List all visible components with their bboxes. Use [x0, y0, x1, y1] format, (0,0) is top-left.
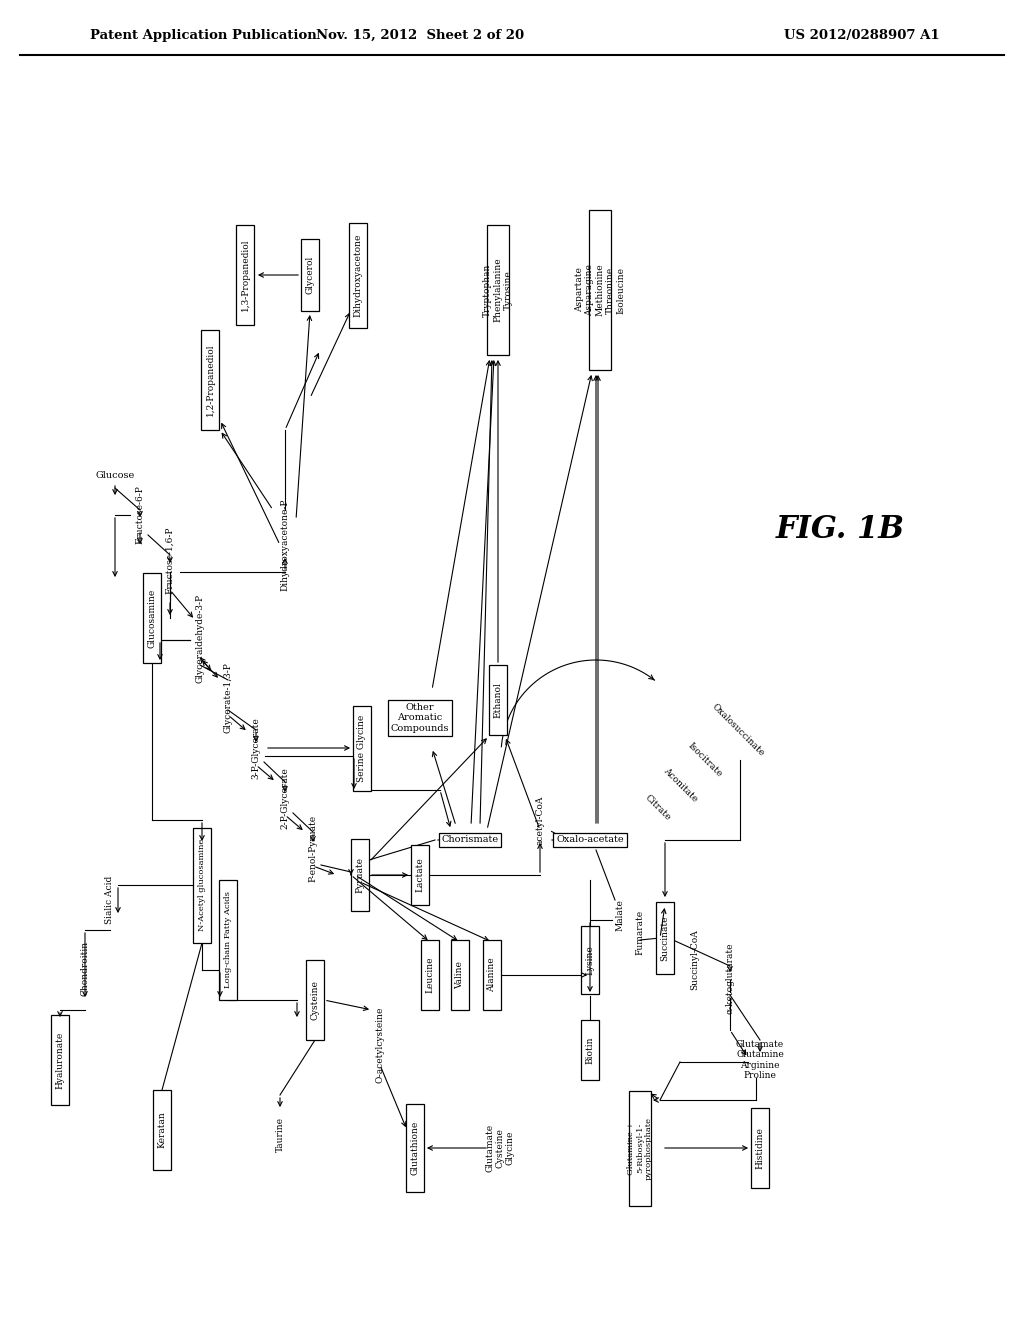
Bar [51, 1015, 69, 1105]
Text: Alanine: Alanine [487, 958, 497, 993]
Text: Chorismate: Chorismate [441, 836, 499, 845]
Text: Valine: Valine [456, 961, 465, 989]
Text: Aspartate
Asparagine
Methionine
Threonine
Isoleucine: Aspartate Asparagine Methionine Threonin… [574, 264, 626, 317]
Bar [301, 239, 319, 312]
Text: Sialic Acid: Sialic Acid [105, 876, 115, 924]
Bar [629, 1090, 651, 1205]
Bar [406, 1104, 424, 1192]
Text: Biotin: Biotin [586, 1036, 595, 1064]
Text: P-enol-Pyruate: P-enol-Pyruate [308, 814, 317, 882]
Text: 2-P-Glycerate: 2-P-Glycerate [281, 767, 290, 829]
Text: Histidine: Histidine [756, 1127, 765, 1170]
Text: Taurine: Taurine [275, 1118, 285, 1152]
Text: Aconitate: Aconitate [662, 766, 698, 804]
Text: Malate: Malate [615, 899, 625, 931]
Text: Patent Application Publication: Patent Application Publication [90, 29, 316, 41]
Text: Keratan: Keratan [158, 1111, 167, 1148]
Text: O-acetylcysteine: O-acetylcysteine [376, 1007, 384, 1084]
Bar [589, 210, 611, 370]
Text: Oxalosuccinate: Oxalosuccinate [710, 702, 766, 758]
Bar [193, 828, 211, 942]
Text: 1,3-Propanediol: 1,3-Propanediol [241, 239, 250, 312]
Text: Leucine: Leucine [426, 957, 434, 993]
Text: Glutamine +
5-Ribosyl-1-
pyrophosphate: Glutamine + 5-Ribosyl-1- pyrophosphate [627, 1117, 653, 1180]
Bar [581, 927, 599, 994]
Text: Glycerate-1,3-P: Glycerate-1,3-P [223, 663, 232, 734]
Text: FIG. 1B: FIG. 1B [775, 515, 904, 545]
Bar [581, 1020, 599, 1080]
Bar [353, 705, 371, 791]
Text: Lactate: Lactate [416, 858, 425, 892]
Text: Fructose-1,6-P: Fructose-1,6-P [166, 527, 174, 594]
Text: Dihydroxyacetone: Dihydroxyacetone [353, 234, 362, 317]
Bar [306, 960, 324, 1040]
Text: Oxalo-acetate: Oxalo-acetate [556, 836, 624, 845]
Bar [751, 1107, 769, 1188]
Bar [421, 940, 439, 1010]
Text: Ethanol: Ethanol [494, 682, 503, 718]
Text: Nov. 15, 2012  Sheet 2 of 20: Nov. 15, 2012 Sheet 2 of 20 [316, 29, 524, 41]
Text: Fructose-6-P: Fructose-6-P [135, 486, 144, 544]
Bar [451, 940, 469, 1010]
Text: 3-P-Glycerate: 3-P-Glycerate [252, 717, 260, 779]
Text: Long-chain Fatty Acids: Long-chain Fatty Acids [224, 891, 232, 989]
Bar [349, 223, 367, 327]
Bar [487, 224, 509, 355]
Text: Lysine: Lysine [586, 945, 595, 975]
Text: Glutamate
Cysteine
Glycine: Glutamate Cysteine Glycine [485, 1123, 515, 1172]
Text: Isocitrate: Isocitrate [686, 741, 724, 779]
Bar [656, 902, 674, 974]
Text: α-ketoglutarate: α-ketoglutarate [725, 942, 734, 1014]
Text: Glucosamine: Glucosamine [147, 589, 157, 648]
Text: Tryptophan
Phenylalanine
Tyrosine: Tryptophan Phenylalanine Tyrosine [483, 257, 513, 322]
Bar [219, 880, 237, 1001]
Text: Dihydroxyacetone-P: Dihydroxyacetone-P [281, 499, 290, 591]
Text: Pyruate: Pyruate [355, 857, 365, 894]
Text: Glutathione: Glutathione [411, 1121, 420, 1175]
Text: Succinyl-CoA: Succinyl-CoA [690, 929, 699, 990]
Bar [153, 1090, 171, 1170]
Text: Succinate: Succinate [660, 915, 670, 961]
Text: Citrate: Citrate [643, 793, 673, 822]
Text: Other
Aromatic
Compounds: Other Aromatic Compounds [391, 704, 450, 733]
Text: 1,2-Propanediol: 1,2-Propanediol [206, 343, 214, 416]
Text: acetyl-CoA: acetyl-CoA [536, 796, 545, 845]
Text: Glucose: Glucose [95, 470, 134, 479]
Text: Glycerol: Glycerol [305, 256, 314, 294]
Text: Glutamate
Glutamine
Arginine
Proline: Glutamate Glutamine Arginine Proline [736, 1040, 784, 1080]
Text: Hyaluronate: Hyaluronate [55, 1031, 65, 1089]
Text: Chondroitin: Chondroitin [81, 940, 89, 995]
Text: Fumarate: Fumarate [636, 909, 644, 954]
Bar [351, 840, 369, 911]
Text: Cysteine: Cysteine [310, 979, 319, 1020]
Bar [236, 224, 254, 325]
Text: Serine Glycine: Serine Glycine [357, 714, 367, 781]
Bar [483, 940, 501, 1010]
Bar [201, 330, 219, 430]
Bar [411, 845, 429, 906]
Bar [489, 665, 507, 735]
Text: US 2012/0288907 A1: US 2012/0288907 A1 [784, 29, 940, 41]
Text: N-Acetyl glucosamine: N-Acetyl glucosamine [198, 840, 206, 931]
Text: Glyceraldehyde-3-P: Glyceraldehyde-3-P [196, 594, 205, 682]
Bar [143, 573, 161, 663]
